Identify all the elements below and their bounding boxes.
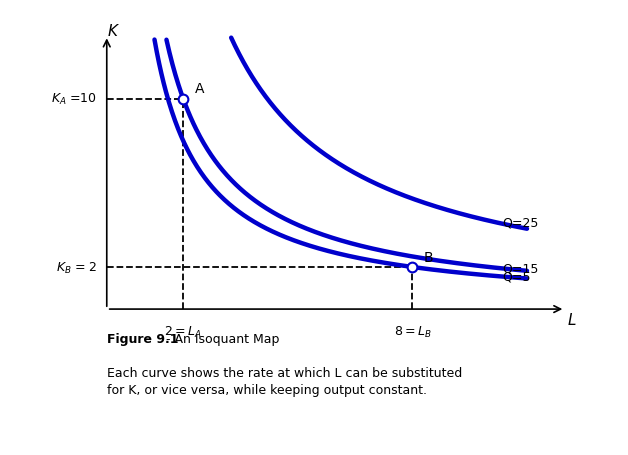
Text: Figure 9.1: Figure 9.1 — [107, 332, 178, 345]
Text: $8 = L_B$: $8 = L_B$ — [394, 324, 431, 339]
Text: A: A — [195, 82, 204, 96]
Text: K: K — [107, 24, 117, 39]
Text: Q=5: Q=5 — [502, 270, 531, 283]
Text: Each curve shows the rate at which L can be substituted
for K, or vice versa, wh: Each curve shows the rate at which L can… — [107, 366, 462, 396]
Text: Q=15: Q=15 — [502, 262, 539, 275]
Text: Q=25: Q=25 — [502, 217, 539, 229]
Text: L: L — [567, 313, 576, 328]
Text: $K_A$ =10: $K_A$ =10 — [51, 92, 97, 107]
Text: $2 = L_A$: $2 = L_A$ — [165, 324, 202, 339]
Text: - An Isoquant Map: - An Isoquant Map — [166, 332, 280, 345]
Text: B: B — [424, 250, 433, 264]
Text: $K_B$ = 2: $K_B$ = 2 — [56, 260, 97, 275]
